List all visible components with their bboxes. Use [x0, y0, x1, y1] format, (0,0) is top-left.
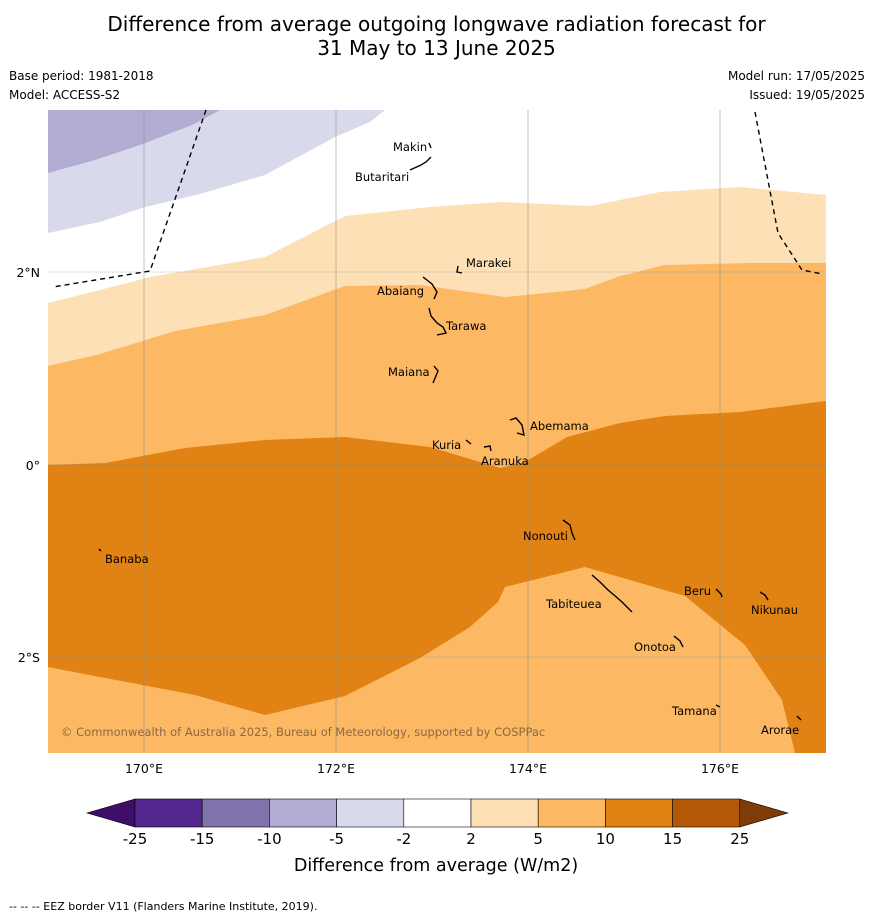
- lon-label: 170°E: [125, 761, 163, 776]
- model-name: Model: ACCESS-S2: [9, 88, 121, 102]
- model-run: Model run: 17/05/2025: [727, 69, 865, 83]
- place-label: Marakei: [466, 256, 511, 270]
- title-line-1: Difference from average outgoing longwav…: [107, 12, 766, 36]
- colorbar-ticks: -25 -15 -10 -5 -2 2 5 10 15 25: [123, 830, 750, 848]
- place-label: Maiana: [388, 365, 430, 379]
- island-makin: [428, 142, 432, 149]
- place-label: Makin: [393, 140, 427, 154]
- lat-label: 2°N: [16, 265, 40, 280]
- place-labels: Makin Butaritari Marakei Abaiang Tarawa …: [105, 140, 799, 737]
- colorbar-extend-low: [85, 798, 136, 828]
- colorbar-tick-label: 25: [730, 830, 749, 848]
- island-onotoa: [673, 635, 684, 648]
- island-maiana: [432, 365, 439, 384]
- island-aranuka: [483, 445, 492, 452]
- island-beru: [715, 588, 723, 598]
- colorbar-tick-label: -15: [190, 830, 215, 848]
- island-tarawa: [428, 307, 448, 336]
- colorbar-label: Difference from average (W/m2): [294, 856, 578, 876]
- colorbar-tick-label: 5: [533, 830, 543, 848]
- island-nikunau: [759, 591, 769, 601]
- island-abaiang: [422, 276, 438, 300]
- issued-date: Issued: 19/05/2025: [749, 88, 865, 102]
- lon-label: 176°E: [701, 761, 739, 776]
- colorbar-segment: [201, 798, 270, 828]
- meta-right: Model run: 17/05/2025 Issued: 19/05/2025: [728, 67, 865, 105]
- lat-label: 0°: [26, 458, 40, 473]
- copyright-text: © Commonwealth of Australia 2025, Bureau…: [61, 725, 545, 739]
- lon-label: 174°E: [509, 761, 547, 776]
- colorbar-segment: [336, 798, 405, 828]
- place-label: Kuria: [432, 438, 461, 452]
- colorbar-tick-label: 15: [663, 830, 682, 848]
- colorbar-segment: [470, 798, 539, 828]
- chart-title: Difference from average outgoing longwav…: [0, 12, 873, 60]
- colorbar-segment: [403, 798, 472, 828]
- colorbar-segment: [672, 798, 741, 828]
- place-label: Banaba: [105, 552, 149, 566]
- place-label: Beru: [684, 584, 711, 598]
- place-label: Tabiteuea: [545, 597, 602, 611]
- island-butaritari: [409, 156, 432, 171]
- colorbar-segment: [605, 798, 673, 828]
- footnote: -- -- -- EEZ border V11 (Flanders Marine…: [9, 900, 318, 913]
- lat-label: 2°S: [18, 650, 40, 665]
- place-label: Nonouti: [523, 529, 568, 543]
- place-label: Abaiang: [377, 284, 424, 298]
- anomaly-contours: [48, 110, 826, 753]
- colorbar-extend-high: [739, 798, 789, 828]
- place-label: Nikunau: [751, 603, 798, 617]
- island-outlines: [98, 142, 802, 721]
- island-tabiteuea: [591, 574, 633, 613]
- colorbar-tick-label: -2: [396, 830, 411, 848]
- base-period: Base period: 1981-2018: [9, 69, 154, 83]
- island-abemama: [509, 417, 525, 436]
- place-label: Onotoa: [634, 640, 676, 654]
- axis-labels: 2°N 0° 2°S 170°E 172°E 174°E 176°E: [16, 265, 739, 776]
- gridlines: [48, 110, 826, 753]
- meta-left: Base period: 1981-2018 Model: ACCESS-S2: [9, 67, 154, 105]
- colorbar-segment: [537, 798, 606, 828]
- colorbar-tick-label: 10: [596, 830, 615, 848]
- place-label: Arorae: [761, 723, 799, 737]
- colorbar-segments: [85, 798, 789, 828]
- place-label: Abemama: [530, 419, 589, 433]
- island-arorae: [796, 715, 802, 721]
- place-label: Tamana: [671, 704, 717, 718]
- place-label: Aranuka: [481, 454, 529, 468]
- island-nonouti: [562, 519, 576, 541]
- eez-border: [52, 109, 823, 288]
- island-banaba: [98, 548, 102, 552]
- island-kuria: [465, 439, 472, 445]
- band-10-15: [48, 401, 826, 753]
- lon-label: 172°E: [317, 761, 355, 776]
- place-label: Butaritari: [355, 170, 409, 184]
- island-tamana: [715, 704, 721, 708]
- colorbar-tick-label: -25: [123, 830, 148, 848]
- colorbar-segment: [269, 798, 337, 828]
- colorbar-tick-label: 2: [466, 830, 476, 848]
- title-line-2: 31 May to 13 June 2025: [317, 36, 556, 60]
- colorbar-tick-label: -10: [257, 830, 282, 848]
- colorbar-segment: [134, 798, 203, 828]
- colorbar-tick-label: -5: [329, 830, 344, 848]
- island-marakei: [456, 265, 463, 274]
- band-minus10-minus5: [48, 110, 220, 173]
- place-label: Tarawa: [445, 319, 486, 333]
